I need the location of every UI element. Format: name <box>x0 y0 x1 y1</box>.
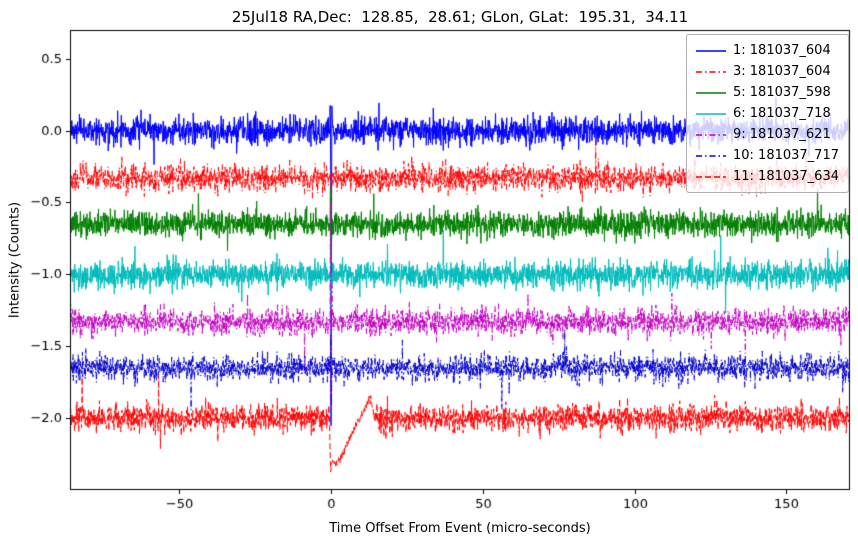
legend-label: 6: 181037_718 <box>733 106 831 121</box>
legend-label: 10: 181037_717 <box>733 148 839 163</box>
legend-line-sample-icon <box>696 91 726 94</box>
legend-item: 6: 181037_718 <box>696 103 839 124</box>
legend-line-sample-icon <box>696 112 726 115</box>
y-axis-label: Intensity (Counts) <box>7 201 23 319</box>
legend-item: 3: 181037_604 <box>696 61 839 82</box>
legend-line-sample-icon <box>696 133 726 136</box>
legend-label: 1: 181037_604 <box>733 43 831 58</box>
chart-title: 25Jul18 RA,Dec: 128.85, 28.61; GLon, GLa… <box>231 8 689 26</box>
legend-item: 5: 181037_598 <box>696 82 839 103</box>
legend-label: 9: 181037_621 <box>733 127 831 142</box>
legend-label: 5: 181037_598 <box>733 85 831 100</box>
legend-line-sample-icon <box>696 175 726 178</box>
legend-item: 10: 181037_717 <box>696 145 839 166</box>
legend-line-sample-icon <box>696 70 726 73</box>
legend-label: 3: 181037_604 <box>733 64 831 79</box>
legend-line-sample-icon <box>696 154 726 157</box>
legend-label: 11: 181037_634 <box>733 169 839 184</box>
legend-item: 9: 181037_621 <box>696 124 839 145</box>
x-axis-label: Time Offset From Event (micro-seconds) <box>329 521 591 536</box>
legend-line-sample-icon <box>696 49 726 52</box>
legend-item: 1: 181037_604 <box>696 40 839 61</box>
legend-item: 11: 181037_634 <box>696 166 839 187</box>
legend: 1: 181037_604 3: 181037_604 5: 181037_598 6… <box>686 34 849 193</box>
